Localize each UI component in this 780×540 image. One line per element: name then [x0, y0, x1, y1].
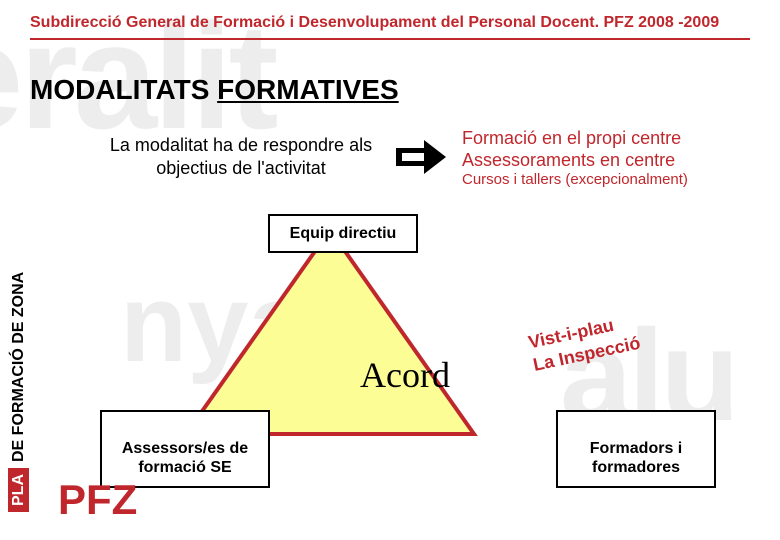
sidebar-badge: PLA — [8, 468, 29, 512]
title-underlined: FORMATIVES — [217, 74, 398, 105]
header-text: Subdirecció General de Formació i Desenv… — [30, 14, 750, 32]
page-title: MODALITATS FORMATIVES — [30, 74, 399, 106]
subtitle-right-line1: Formació en el propi centre — [462, 128, 752, 150]
title-plain: MODALITATS — [30, 74, 217, 105]
subtitle-right-line3: Cursos i tallers (excepcionalment) — [462, 171, 752, 189]
node-right-label: Formadors i formadores — [590, 440, 682, 476]
sidebar-label: PLA DE FORMACIÓ DE ZONA — [10, 272, 28, 512]
node-top-label: Equip directiu — [290, 225, 397, 242]
annotation: Vist-i-plau La Inspecció — [526, 309, 642, 377]
sidebar-rest: DE FORMACIÓ DE ZONA — [10, 272, 27, 462]
triangle-diagram — [180, 224, 480, 440]
header-divider — [30, 38, 750, 40]
subtitle-right-line2: Assessoraments en centre — [462, 150, 752, 172]
node-right: Formadors i formadores — [556, 410, 716, 488]
pfz-label: PFZ — [58, 476, 137, 524]
node-top: Equip directiu — [268, 214, 418, 253]
node-left-label: Assessors/es de formació SE — [122, 440, 248, 476]
center-label: Acord — [360, 354, 450, 396]
arrow-right-icon — [396, 140, 446, 174]
subtitle-left: La modalitat ha de respondre als objecti… — [96, 134, 386, 179]
subtitle-right: Formació en el propi centre Assessoramen… — [462, 128, 752, 189]
